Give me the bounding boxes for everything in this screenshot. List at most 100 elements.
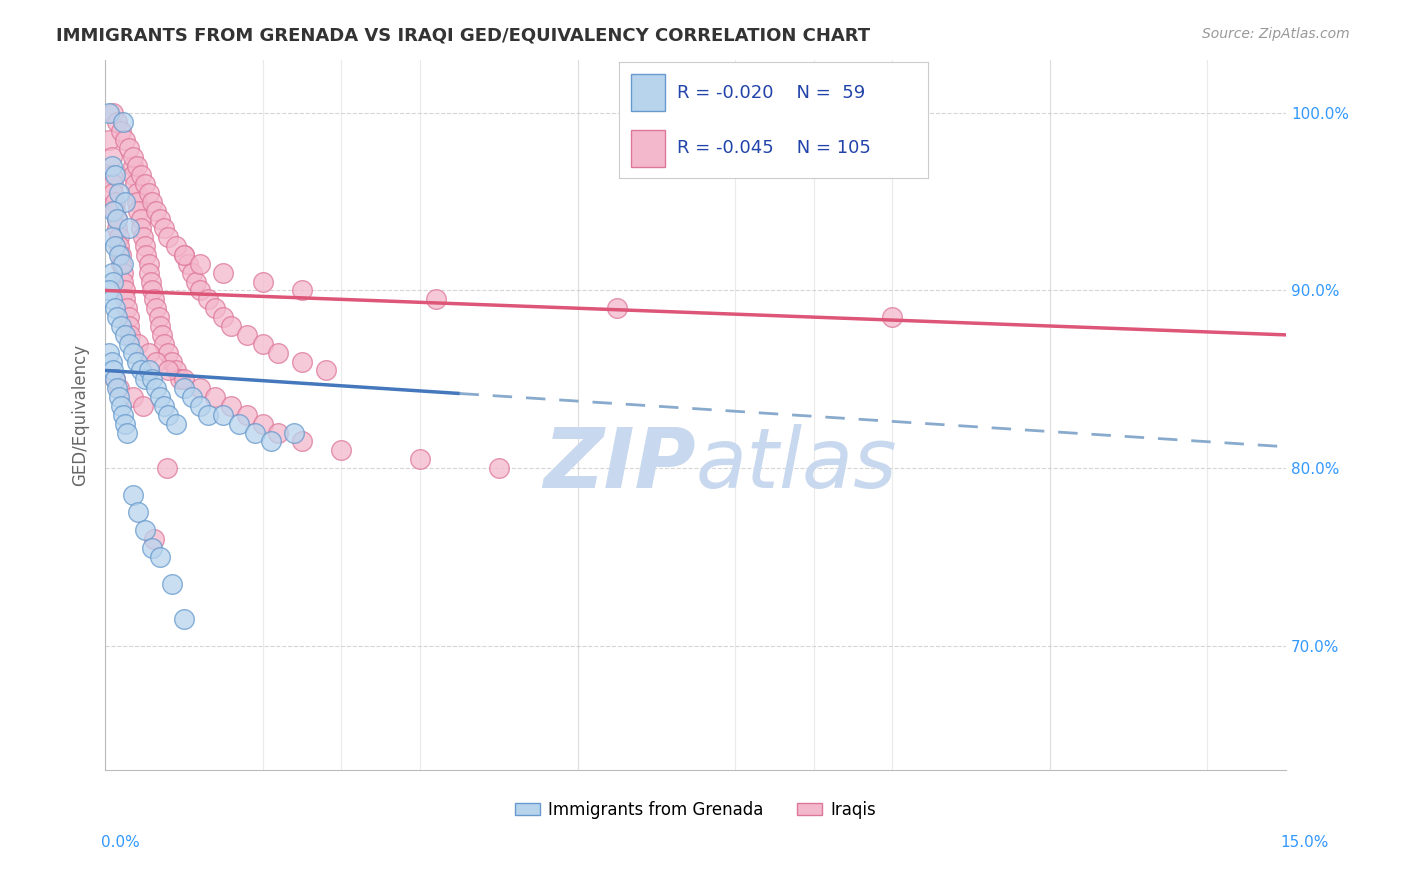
Point — [110, 399, 132, 413]
FancyBboxPatch shape — [631, 74, 665, 112]
Point — [111, 115, 134, 129]
Point — [197, 293, 219, 307]
Point — [121, 168, 143, 182]
Point — [165, 363, 187, 377]
Point — [118, 336, 141, 351]
Point — [160, 354, 183, 368]
Point — [104, 372, 127, 386]
Point — [98, 106, 121, 120]
Point — [236, 408, 259, 422]
Point — [105, 115, 128, 129]
Point — [125, 186, 148, 200]
Point — [104, 168, 127, 182]
Point — [157, 230, 180, 244]
Point — [117, 301, 139, 316]
Point — [101, 177, 124, 191]
Point — [188, 284, 211, 298]
Point — [108, 248, 131, 262]
Point — [111, 266, 134, 280]
Point — [124, 177, 146, 191]
Point — [100, 354, 122, 368]
Point — [118, 310, 141, 325]
Point — [98, 132, 121, 146]
Point — [145, 203, 167, 218]
Point — [105, 310, 128, 325]
Point — [143, 293, 166, 307]
Point — [291, 434, 314, 449]
Point — [204, 301, 226, 316]
Point — [114, 327, 136, 342]
Point — [141, 372, 163, 386]
Point — [173, 612, 195, 626]
Point — [114, 417, 136, 431]
Point — [125, 159, 148, 173]
Point — [283, 425, 305, 440]
Point — [138, 266, 160, 280]
Point — [291, 354, 314, 368]
Point — [125, 354, 148, 368]
Point — [101, 363, 124, 377]
Point — [197, 408, 219, 422]
Point — [153, 336, 176, 351]
Point — [212, 408, 235, 422]
Point — [104, 194, 127, 209]
Y-axis label: GED/Equivalency: GED/Equivalency — [72, 343, 89, 486]
Point — [330, 443, 353, 458]
Point — [149, 549, 172, 564]
Point — [114, 293, 136, 307]
Point — [101, 203, 124, 218]
Text: 15.0%: 15.0% — [1281, 836, 1329, 850]
Point — [135, 248, 157, 262]
Point — [236, 327, 259, 342]
Point — [259, 434, 281, 449]
Point — [149, 390, 172, 404]
Point — [173, 248, 195, 262]
Point — [121, 150, 143, 164]
Point — [143, 532, 166, 546]
Point — [108, 390, 131, 404]
Point — [134, 372, 156, 386]
Point — [267, 345, 290, 359]
Point — [149, 318, 172, 333]
Point — [180, 266, 202, 280]
Point — [153, 399, 176, 413]
Point — [129, 168, 152, 182]
Point — [188, 399, 211, 413]
Point — [188, 257, 211, 271]
Point — [108, 230, 131, 244]
Point — [129, 363, 152, 377]
Point — [111, 257, 134, 271]
Point — [204, 390, 226, 404]
Point — [169, 372, 191, 386]
Point — [129, 212, 152, 227]
Point — [118, 221, 141, 235]
Point — [98, 345, 121, 359]
Point — [114, 284, 136, 298]
Point — [121, 345, 143, 359]
Point — [110, 318, 132, 333]
Point — [165, 239, 187, 253]
Point — [882, 310, 904, 325]
Point — [153, 221, 176, 235]
Point — [291, 284, 314, 298]
Text: IMMIGRANTS FROM GRENADA VS IRAQI GED/EQUIVALENCY CORRELATION CHART: IMMIGRANTS FROM GRENADA VS IRAQI GED/EQU… — [56, 27, 870, 45]
Point — [98, 284, 121, 298]
Text: atlas: atlas — [696, 424, 897, 505]
Point — [228, 417, 250, 431]
Point — [267, 425, 290, 440]
Point — [425, 293, 447, 307]
Point — [129, 221, 152, 235]
Point — [121, 159, 143, 173]
Point — [252, 336, 274, 351]
Point — [138, 363, 160, 377]
Point — [315, 363, 337, 377]
Point — [145, 381, 167, 395]
Point — [100, 168, 122, 182]
Text: Source: ZipAtlas.com: Source: ZipAtlas.com — [1202, 27, 1350, 41]
Point — [173, 372, 195, 386]
Point — [157, 363, 180, 377]
Point — [101, 186, 124, 200]
Point — [108, 186, 131, 200]
Text: R = -0.020    N =  59: R = -0.020 N = 59 — [678, 84, 866, 102]
Point — [104, 301, 127, 316]
